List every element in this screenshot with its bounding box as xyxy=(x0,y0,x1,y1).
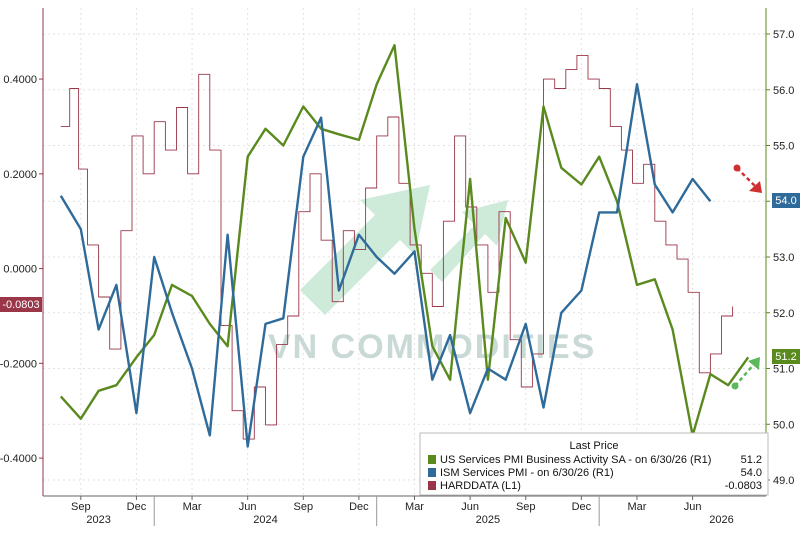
x-tick-label-11: Jun xyxy=(684,501,702,513)
legend-title: Last Price xyxy=(570,440,619,452)
x-tick-label-10: Mar xyxy=(627,501,646,513)
gridlines xyxy=(43,8,766,496)
tag-right-us-services xyxy=(772,349,800,364)
left-tick-label-1: 0.2000 xyxy=(3,169,37,181)
left-axis-ticks: 0.4000 0.2000 0.0000 -0.2000 -0.4000 xyxy=(0,74,43,465)
tag-right-ism xyxy=(772,193,800,208)
x-tick-label-2: Mar xyxy=(183,501,202,513)
legend: Last Price US Services PMI Business Acti… xyxy=(419,432,769,496)
left-tick-label-2: 0.0000 xyxy=(3,264,37,276)
tag-left-harddata-value: -0.0803 xyxy=(2,299,39,311)
right-tick-label-6: 51.0 xyxy=(773,364,794,376)
value-tags: -0.0803 54.0 51.2 xyxy=(0,193,800,364)
tag-left-harddata xyxy=(0,297,42,312)
axes xyxy=(42,8,767,497)
x-tick-label-5: Dec xyxy=(349,501,369,513)
x-tick-label-8: Sep xyxy=(516,501,536,513)
right-tick-label-7: 50.0 xyxy=(773,419,794,431)
x-tick-label-3: Jun xyxy=(239,501,257,513)
x-tick-label-1: Dec xyxy=(127,501,147,513)
arrow-up-icon xyxy=(748,357,760,370)
arrow-up-shaft xyxy=(734,362,756,387)
right-tick-label-2: 55.0 xyxy=(773,141,794,153)
series-line-2 xyxy=(60,54,734,440)
x-tick-label-4: Sep xyxy=(293,501,313,513)
right-tick-label-5: 52.0 xyxy=(773,308,794,320)
legend-value-harddata: -0.0803 xyxy=(725,480,762,492)
x-axis-ticks: Sep Dec Mar Jun Sep Dec Mar Jun Sep Dec Mar Jun 2023… xyxy=(71,496,734,526)
year-label-1: 2024 xyxy=(253,514,277,526)
legend-label-ism-services: ISM Services PMI - on 6/30/26 (R1) xyxy=(440,467,614,479)
year-label-2: 2025 xyxy=(476,514,500,526)
year-label-3: 2026 xyxy=(709,514,733,526)
legend-value-ism-services: 54.0 xyxy=(741,467,762,479)
tag-right-ism-value: 54.0 xyxy=(775,195,796,207)
series-line-0 xyxy=(59,44,750,437)
legend-label-harddata: HARDDATA (L1) xyxy=(440,480,521,492)
legend-swatch-ism-services xyxy=(428,468,436,477)
annotations xyxy=(731,164,762,390)
x-tick-label-6: Mar xyxy=(405,501,424,513)
x-tick-label-7: Jun xyxy=(461,501,479,513)
left-tick-label-0: 0.4000 xyxy=(3,74,37,86)
watermark-arrow-icon-2 xyxy=(430,200,508,282)
series-line-1 xyxy=(59,83,712,448)
right-tick-label-0: 57.0 xyxy=(773,29,794,41)
legend-swatch-harddata xyxy=(428,481,436,490)
tag-right-us-services-value: 51.2 xyxy=(775,351,796,363)
x-tick-label-9: Dec xyxy=(572,501,592,513)
left-tick-label-3: -0.2000 xyxy=(0,358,37,370)
right-tick-label-1: 56.0 xyxy=(773,85,794,97)
legend-swatch-us-services xyxy=(428,455,436,464)
arrow-down-shaft xyxy=(736,167,758,189)
x-tick-label-0: Sep xyxy=(71,501,91,513)
legend-box xyxy=(419,432,769,496)
series-lines xyxy=(59,44,750,448)
legend-label-us-services: US Services PMI Business Activity SA - o… xyxy=(440,454,711,466)
legend-value-us-services: 51.2 xyxy=(741,454,762,466)
right-axis-ticks: 57.0 56.0 55.0 54.0 53.0 52.0 51.0 50.0 49.0 xyxy=(766,29,794,487)
right-tick-label-4: 53.0 xyxy=(773,252,794,264)
right-tick-label-8: 49.0 xyxy=(773,475,794,487)
left-tick-label-4: -0.4000 xyxy=(0,453,37,465)
arrow-down-icon xyxy=(749,181,762,193)
year-label-0: 2023 xyxy=(86,514,110,526)
